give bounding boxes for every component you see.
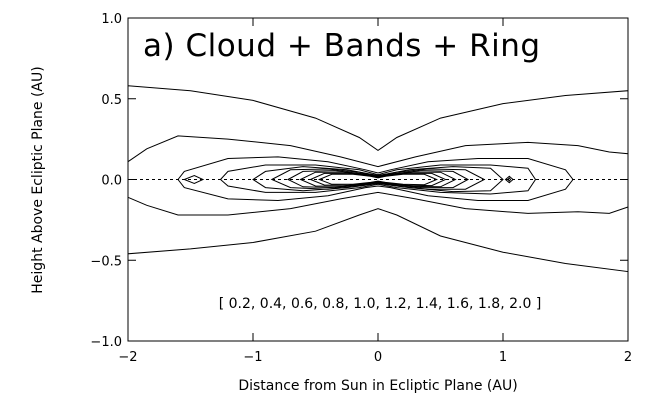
x-axis-label: Distance from Sun in Ecliptic Plane (AU) bbox=[238, 378, 517, 394]
chart-title: a) Cloud + Bands + Ring bbox=[143, 28, 541, 64]
x-tick-label: 2 bbox=[624, 350, 632, 365]
y-tick-label: 0.5 bbox=[101, 93, 122, 108]
x-tick-label: 1 bbox=[499, 350, 507, 365]
y-tick-label: −0.5 bbox=[90, 254, 122, 269]
x-axis-ticks: −2 −1 0 1 2 bbox=[118, 18, 632, 365]
y-tick-label: 1.0 bbox=[101, 12, 122, 27]
x-tick-label: −1 bbox=[243, 350, 262, 365]
y-axis-label: Height Above Ecliptic Plane (AU) bbox=[30, 66, 46, 293]
contour-level-2 bbox=[178, 157, 573, 201]
contour-lines bbox=[128, 86, 628, 272]
contour-level-0 bbox=[128, 86, 628, 272]
y-tick-label: −1.0 bbox=[90, 335, 122, 350]
contour-levels-label: [ 0.2, 0.4, 0.6, 0.8, 1.0, 1.2, 1.4, 1.6… bbox=[219, 296, 542, 312]
y-tick-label: 0.0 bbox=[101, 174, 122, 189]
x-tick-label: 0 bbox=[374, 350, 382, 365]
x-tick-label: −2 bbox=[118, 350, 137, 365]
